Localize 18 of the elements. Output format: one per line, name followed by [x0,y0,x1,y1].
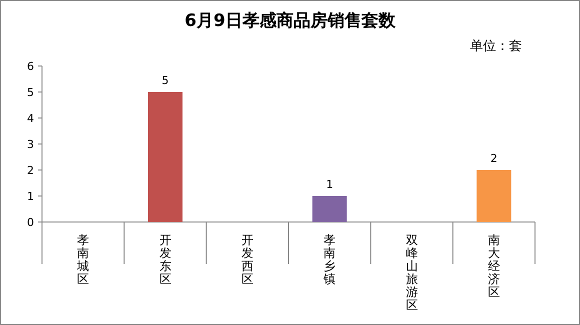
y-tick-label: 0 [27,216,34,229]
y-tick-label: 2 [27,164,34,177]
x-tick-label: 开发东区 [159,233,172,286]
text: 单位：套 [470,39,522,54]
x-tick-label: 孝南乡镇 [322,233,336,286]
y-tick-label: 1 [27,190,34,203]
y-tick-label: 5 [27,86,34,99]
data-label: 2 [490,152,498,165]
x-tick-label: 双峰山旅游区 [406,233,418,312]
y-tick-label: 6 [27,60,34,73]
data-label: 5 [162,74,169,87]
data-label: 1 [326,178,334,191]
chart-title: 6月9日孝感商品房销售套数 [184,11,396,31]
x-tick-label: 开发西区 [241,233,254,286]
y-tick-label: 3 [27,138,34,151]
x-tick-label: 孝南城区 [76,233,90,286]
y-tick-label: 4 [27,112,34,125]
x-tick-label: 南大经济区 [488,233,500,299]
